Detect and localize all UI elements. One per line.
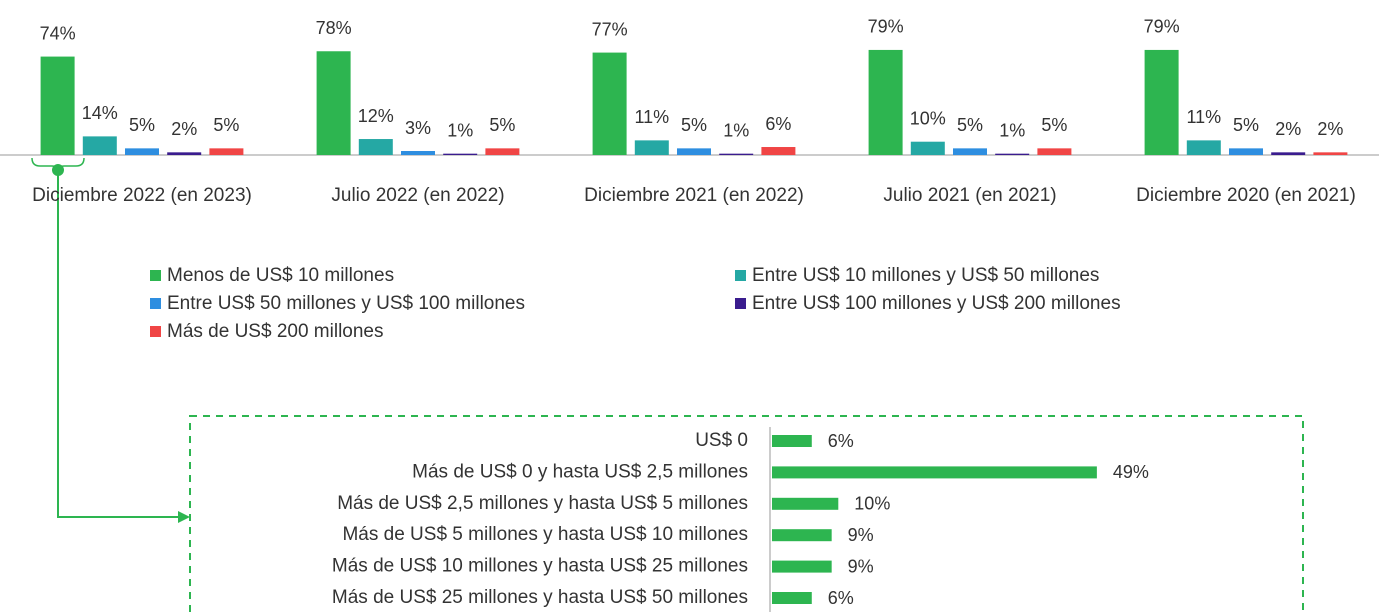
data-label: 11% [1186,107,1221,127]
bar [167,152,202,155]
y-tick-label: Más de US$ 2,5 millones y hasta US$ 5 mi… [337,493,748,514]
data-label: 2% [1275,119,1301,139]
legend-swatch [150,270,161,281]
data-label: 77% [592,19,628,39]
legend-label: Entre US$ 10 millones y US$ 50 millones [752,265,1099,286]
legend-swatch [150,326,161,337]
bar [316,51,351,156]
data-label: 10% [854,494,890,514]
data-label: 5% [957,115,983,135]
bar [677,148,711,155]
y-tick-label: US$ 0 [695,430,748,451]
data-label: 5% [213,115,239,135]
x-tick-label: Diciembre 2022 (en 2023) [32,185,252,206]
y-tick-label: Más de US$ 5 millones y hasta US$ 10 mil… [342,524,748,545]
data-label: 5% [681,115,707,135]
bar [634,140,669,155]
x-tick-label: Diciembre 2021 (en 2022) [584,185,804,206]
bar [1313,152,1348,155]
data-label: 11% [634,107,669,127]
data-label: 2% [1317,119,1343,139]
bar [1186,140,1221,155]
bar [1037,148,1072,155]
bar [125,148,159,155]
bar [719,153,754,155]
data-label: 2% [171,119,197,139]
legend-label: Entre US$ 100 millones y US$ 200 millone… [752,293,1121,314]
data-label: 5% [129,115,155,135]
bar [82,136,117,155]
bar [401,151,435,155]
data-label: 1% [999,120,1025,140]
bar [1144,49,1179,155]
bar [1229,148,1263,155]
data-label: 78% [316,18,352,38]
y-tick-label: Más de US$ 25 millones y hasta US$ 50 mi… [332,587,748,608]
connector [57,170,180,518]
data-label: 12% [358,106,394,126]
data-label: 5% [1041,115,1067,135]
data-label: 79% [868,17,904,37]
bar [761,147,796,155]
data-label: 79% [1144,17,1180,37]
data-label: 6% [828,431,854,451]
data-label: 9% [848,556,874,576]
y-tick-label: Más de US$ 0 y hasta US$ 2,5 millones [412,461,748,482]
legend-swatch [735,270,746,281]
bar [772,592,812,604]
bar [772,497,839,510]
y-tick-label: Más de US$ 10 millones y hasta US$ 25 mi… [332,556,748,577]
bar [1271,152,1306,155]
data-label: 14% [82,103,118,123]
arrow-head [178,511,190,523]
bar [868,49,903,155]
data-label: 6% [765,114,791,134]
bar [592,52,627,156]
data-label: 3% [405,118,431,138]
bar [443,153,478,155]
x-tick-label: Julio 2022 (en 2022) [331,185,505,206]
bar [485,148,520,155]
detail-box [189,415,1304,612]
legend-swatch [150,298,161,309]
bar [772,435,812,447]
legend-label: Entre US$ 50 millones y US$ 100 millones [167,293,525,314]
data-label: 6% [828,588,854,608]
legend-swatch [735,298,746,309]
data-label: 74% [40,23,76,43]
bar [953,148,987,155]
bar [772,529,832,542]
legend-label: Más de US$ 200 millones [167,321,384,342]
bar [910,141,945,155]
data-label: 5% [1233,115,1259,135]
bar [995,153,1030,155]
data-label: 10% [910,108,946,128]
x-tick-label: Julio 2021 (en 2021) [883,185,1057,206]
bar [209,148,244,155]
data-label: 5% [489,115,515,135]
data-label: 1% [447,120,473,140]
legend-label: Menos de US$ 10 millones [167,265,394,286]
data-label: 9% [848,525,874,545]
bar [772,560,832,573]
data-label: 49% [1113,462,1149,482]
data-label: 1% [723,120,749,140]
bar [358,139,393,155]
bar [772,466,1097,479]
x-tick-label: Diciembre 2020 (en 2021) [1136,185,1356,206]
bar [40,56,75,155]
